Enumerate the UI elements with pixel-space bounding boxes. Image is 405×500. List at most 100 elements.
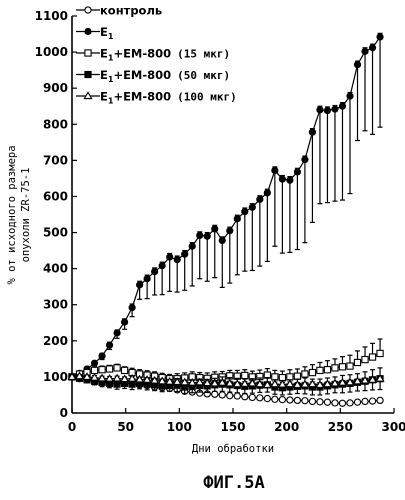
data-point	[369, 45, 375, 51]
series-e1	[69, 33, 383, 380]
data-point	[279, 176, 285, 182]
y-tick-label: 1100	[35, 9, 68, 23]
data-point	[182, 251, 188, 257]
data-point	[272, 167, 278, 173]
data-point	[242, 394, 248, 400]
data-point	[129, 381, 135, 387]
data-point	[317, 107, 323, 113]
data-point	[362, 48, 368, 54]
data-point	[227, 393, 233, 399]
data-point	[106, 342, 112, 348]
data-point	[339, 364, 345, 370]
data-point	[249, 204, 255, 210]
data-point	[91, 367, 97, 373]
legend-label-main: контроль	[100, 4, 162, 18]
data-point	[189, 243, 195, 249]
data-point	[99, 353, 105, 359]
data-point	[234, 216, 240, 222]
data-point	[121, 367, 127, 373]
data-point	[369, 354, 375, 360]
legend-label-main: E	[100, 68, 108, 82]
data-point	[302, 371, 308, 377]
data-point	[279, 375, 285, 381]
x-tick-label: 250	[328, 420, 353, 434]
data-point	[137, 282, 143, 288]
data-point	[347, 400, 353, 406]
legend-label-main: E	[100, 25, 108, 39]
x-tick-label: 200	[274, 420, 299, 434]
data-point	[354, 62, 360, 68]
legend-label: E1+EM-800(50 мкг)	[100, 68, 230, 84]
data-point	[377, 397, 383, 403]
legend-label-dose: (100 мкг)	[177, 91, 237, 104]
legend-label-suffix: +EM-800	[113, 90, 171, 104]
data-point	[272, 374, 278, 380]
legend-label-suffix: +EM-800	[113, 68, 171, 82]
y-tick-label: 700	[43, 153, 68, 167]
data-point	[332, 106, 338, 112]
data-point	[114, 381, 120, 387]
data-point	[212, 226, 218, 232]
data-point	[212, 391, 218, 397]
data-point	[377, 34, 383, 40]
data-point	[257, 395, 263, 401]
data-point	[159, 263, 165, 269]
y-tick-label: 600	[43, 189, 68, 203]
data-point	[362, 398, 368, 404]
data-point	[287, 374, 293, 380]
data-point	[204, 233, 210, 239]
data-point	[309, 129, 315, 135]
legend-label-dose: (50 мкг)	[177, 69, 230, 82]
data-point	[99, 367, 105, 373]
legend-label-suffix: +EM-800	[113, 47, 171, 61]
data-point	[362, 356, 368, 362]
y-axis-title-line2: опухоли ZR-75-1	[20, 168, 32, 263]
y-tick-label: 1000	[35, 45, 68, 59]
data-point	[294, 169, 300, 175]
data-point	[129, 305, 135, 311]
data-point	[272, 396, 278, 402]
series-em15	[69, 339, 383, 382]
x-tick-label: 0	[68, 420, 76, 434]
x-tick-label: 150	[220, 420, 245, 434]
y-tick-label: 100	[43, 370, 68, 384]
data-point	[219, 392, 225, 398]
data-point	[234, 393, 240, 399]
data-point	[302, 157, 308, 163]
y-tick-label: 500	[43, 226, 68, 240]
data-point	[324, 399, 330, 405]
data-point	[347, 93, 353, 99]
legend-item-em15: E1+EM-800(15 мкг)	[76, 47, 230, 63]
y-tick-label: 900	[43, 81, 68, 95]
y-tick-label: 0	[60, 406, 68, 420]
data-point	[227, 228, 233, 234]
data-point	[294, 397, 300, 403]
data-point	[377, 350, 383, 356]
data-point	[219, 237, 225, 243]
y-tick-label: 300	[43, 298, 68, 312]
data-point	[144, 276, 150, 282]
data-point	[167, 254, 173, 260]
x-tick-label: 100	[167, 420, 192, 434]
data-point	[302, 398, 308, 404]
y-tick-label: 400	[43, 262, 68, 276]
data-point	[309, 398, 315, 404]
data-point	[354, 359, 360, 365]
data-point	[339, 103, 345, 109]
y-tick-label: 200	[43, 334, 68, 348]
data-point	[309, 369, 315, 375]
data-point	[279, 397, 285, 403]
data-point	[264, 395, 270, 401]
data-point	[369, 398, 375, 404]
legend-label: E1+EM-800(100 мкг)	[100, 90, 237, 106]
legend-label-main: E	[100, 47, 108, 61]
legend-item-em50: E1+EM-800(50 мкг)	[76, 68, 230, 84]
data-point	[264, 190, 270, 196]
data-point	[294, 373, 300, 379]
data-point	[287, 397, 293, 403]
data-point	[113, 375, 120, 381]
legend-label: E1+EM-800(15 мкг)	[100, 47, 230, 63]
series-line-e1	[72, 37, 380, 377]
legend-label-main: E	[100, 90, 108, 104]
